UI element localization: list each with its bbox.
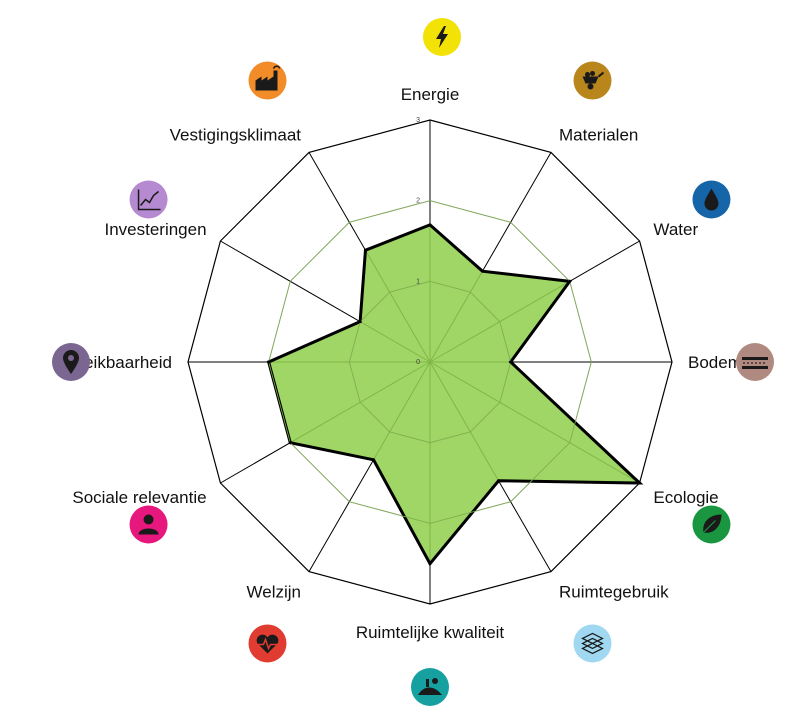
series-area — [266, 223, 644, 567]
category-label: Ruimtegebruik — [559, 582, 669, 601]
tick-label: 0 — [416, 359, 420, 366]
category-label: Water — [653, 220, 698, 239]
category-label: Vestigingsklimaat — [170, 126, 302, 145]
water-drop-icon — [692, 180, 731, 219]
growth-chart-icon — [129, 180, 168, 219]
category-label: Welzijn — [247, 582, 301, 601]
location-pin-icon — [52, 343, 90, 381]
data-point — [363, 248, 367, 252]
data-point — [509, 360, 513, 364]
data-point — [497, 479, 501, 483]
data-point — [480, 269, 484, 273]
data-point — [428, 562, 432, 566]
category-label: Investeringen — [104, 220, 206, 239]
landscape-icon — [411, 668, 449, 706]
category-label: Materialen — [559, 126, 638, 145]
leaf-icon — [692, 505, 731, 544]
lightning-icon — [423, 18, 461, 56]
tick-label: 1 — [416, 278, 420, 285]
data-point — [267, 360, 271, 364]
data-point — [428, 223, 432, 227]
heart-pulse-icon — [248, 624, 287, 663]
data-point — [372, 458, 376, 462]
wheelbarrow-icon — [573, 61, 612, 100]
data-point — [568, 279, 572, 283]
person-icon — [129, 505, 168, 544]
factory-icon — [248, 61, 287, 100]
tick-label: 2 — [416, 198, 420, 205]
stacked-layers-icon — [573, 624, 612, 663]
soil-layers-icon — [736, 343, 774, 381]
category-label: Bodem — [688, 353, 742, 372]
data-point — [638, 481, 642, 485]
category-label: Ruimtelijke kwaliteit — [356, 623, 505, 642]
category-label: Ecologie — [653, 488, 718, 507]
category-label: Energie — [401, 85, 460, 104]
tick-label: 3 — [416, 117, 420, 124]
data-point — [288, 441, 292, 445]
data-point — [358, 320, 362, 324]
category-label: Sociale relevantie — [72, 488, 206, 507]
